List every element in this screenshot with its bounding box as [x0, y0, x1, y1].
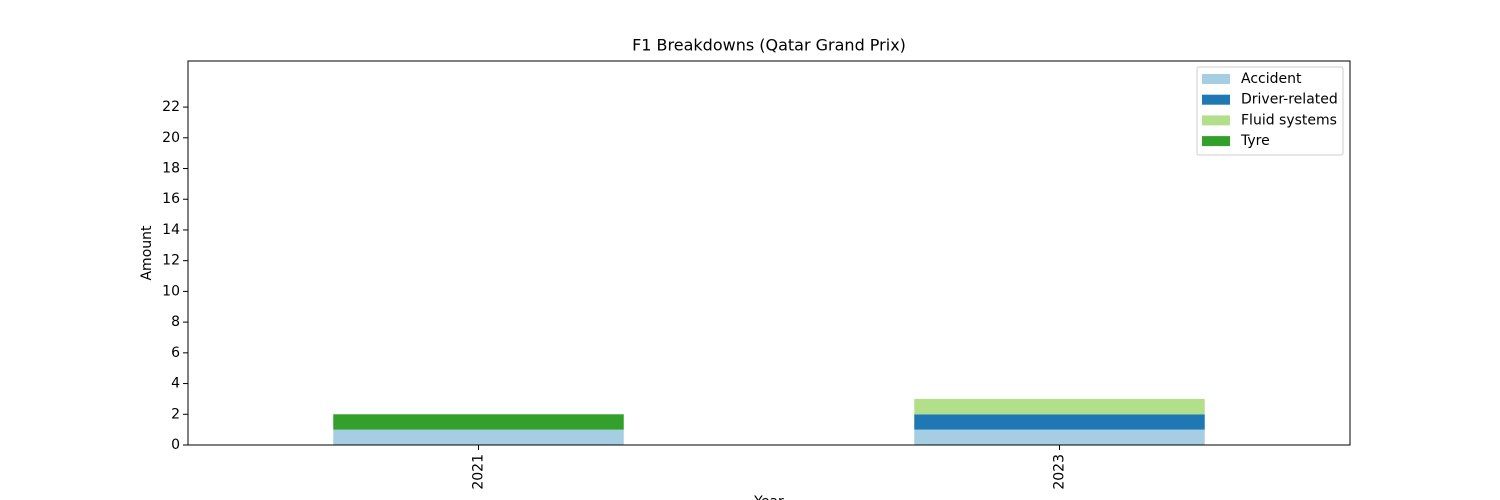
y-tick-label: 16 [162, 191, 180, 207]
legend-swatch [1202, 94, 1230, 105]
legend-swatch [1202, 136, 1230, 147]
legend-label: Fluid systems [1241, 112, 1337, 128]
bar-segment [333, 414, 624, 430]
legend-label: Accident [1241, 71, 1302, 87]
bar-segment [914, 429, 1205, 445]
y-tick-label: 10 [162, 283, 180, 299]
y-tick-label: 22 [162, 99, 180, 115]
x-axis-label: Year [753, 494, 784, 500]
y-tick-label: 18 [162, 161, 180, 177]
legend-label: Tyre [1240, 133, 1270, 149]
legend-swatch [1202, 115, 1230, 126]
legend-label: Driver-related [1241, 92, 1338, 108]
legend-swatch [1202, 74, 1230, 84]
y-tick-label: 4 [171, 376, 180, 392]
x-tick-label: 2023 [1052, 454, 1068, 490]
legend-box [1196, 66, 1344, 156]
y-tick-label: 0 [171, 437, 180, 453]
y-tick-label: 8 [171, 314, 180, 330]
y-tick-label: 2 [171, 406, 180, 422]
bar-segment [914, 398, 1205, 415]
y-tick-label: 14 [162, 222, 180, 238]
x-tick-label: 2021 [471, 454, 487, 490]
y-axis-label: Amount [139, 225, 155, 281]
y-tick-label: 12 [162, 253, 180, 269]
bar-segment [914, 414, 1205, 430]
y-tick-label: 20 [162, 130, 180, 146]
chart-title: F1 Breakdowns (Qatar Grand Prix) [632, 36, 906, 55]
y-tick-label: 6 [171, 345, 180, 361]
plot-frame [187, 60, 1351, 446]
bar-segment [333, 429, 624, 445]
